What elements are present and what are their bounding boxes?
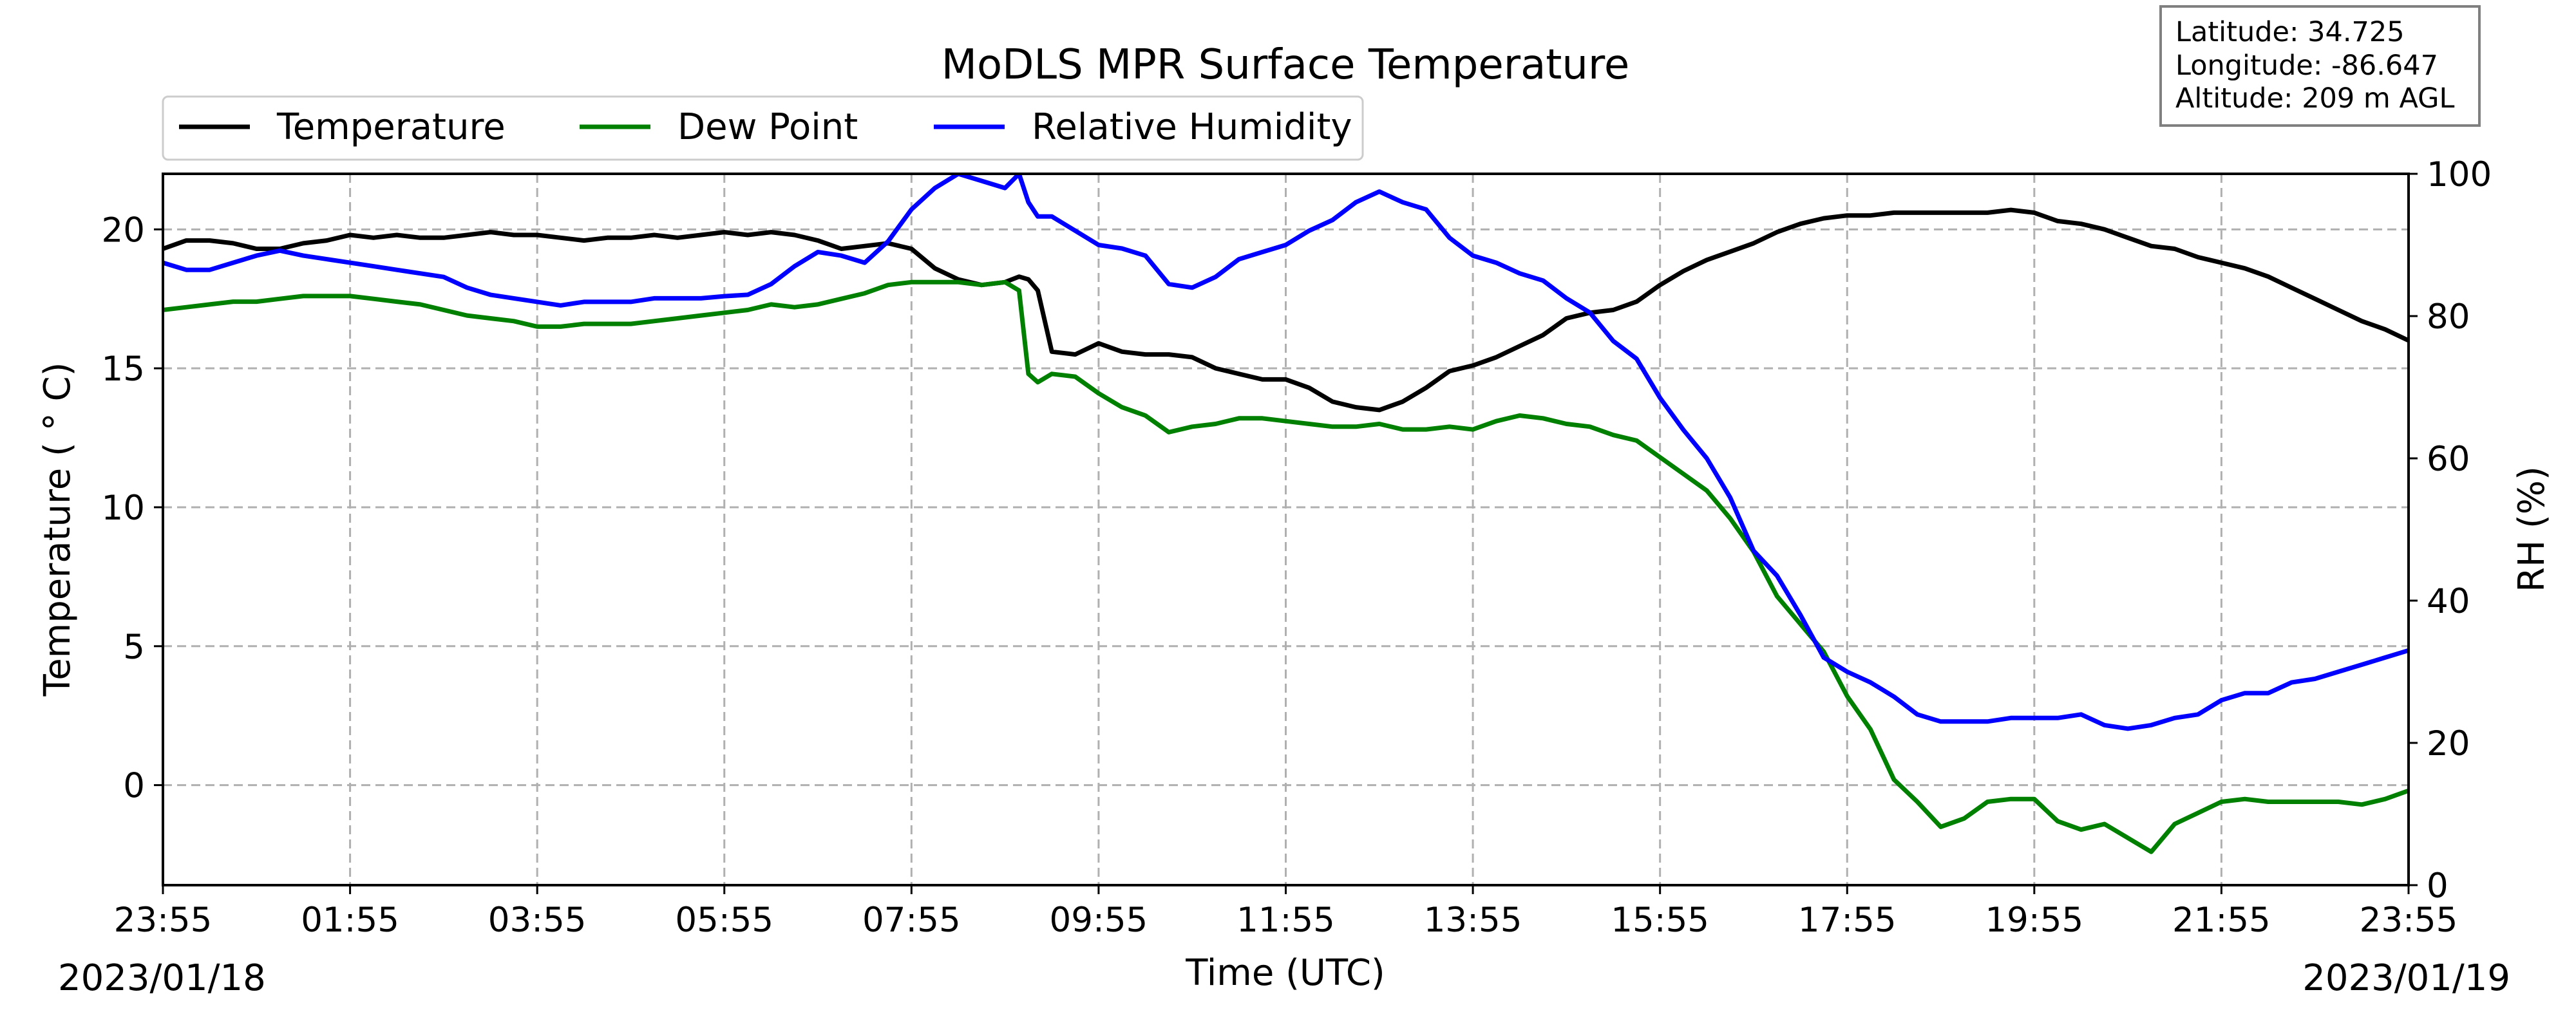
legend-label-temperature: Temperature — [276, 106, 506, 148]
info-latitude: Latitude: 34.725 — [2175, 16, 2405, 48]
x-tick-label: 21:55 — [2172, 901, 2271, 940]
y2-tick-label: 80 — [2427, 297, 2470, 337]
y-axis-ticks: 0 5 10 15 20 — [102, 211, 163, 806]
series-lines — [163, 174, 2409, 854]
legend-label-relative-humidity: Relative Humidity — [1032, 106, 1352, 148]
x-axis-label: Time (UTC) — [1185, 952, 1385, 994]
series-line-relative-humidity — [163, 174, 2409, 731]
y-tick-label: 5 — [123, 628, 145, 667]
start-date-label: 2023/01/18 — [58, 957, 266, 999]
y2-axis-label: RH (%) — [2511, 466, 2553, 592]
x-tick-label: 05:55 — [675, 901, 773, 940]
y2-tick-label: 0 — [2427, 866, 2448, 906]
info-altitude: Altitude: 209 m AGL — [2175, 82, 2454, 115]
x-tick-label: 23:55 — [114, 901, 213, 940]
legend: Temperature Dew Point Relative Humidity — [162, 95, 1364, 161]
x-tick-label: 15:55 — [1611, 901, 1709, 940]
y2-tick-label: 60 — [2427, 440, 2470, 479]
x-tick-label: 19:55 — [1985, 901, 2083, 940]
y-tick-label: 15 — [102, 350, 145, 389]
chart-title: MoDLS MPR Surface Temperature — [942, 41, 1629, 89]
y-tick-label: 10 — [102, 489, 145, 528]
y2-tick-label: 40 — [2427, 582, 2470, 621]
grid-lines — [163, 174, 2409, 885]
y-axis-label: Temperature ( ° C) — [37, 362, 79, 697]
x-tick-label: 09:55 — [1050, 901, 1148, 940]
y-tick-label: 20 — [102, 211, 145, 250]
y2-tick-label: 100 — [2427, 155, 2492, 194]
y2-tick-label: 20 — [2427, 724, 2470, 763]
series-line-dew-point — [163, 279, 2409, 854]
x-tick-label: 03:55 — [488, 901, 587, 940]
info-longitude: Longitude: -86.647 — [2175, 50, 2438, 82]
x-tick-label: 11:55 — [1236, 901, 1335, 940]
x-tick-label: 23:55 — [2360, 901, 2458, 940]
x-tick-label: 17:55 — [1798, 901, 1897, 940]
y-tick-label: 0 — [123, 767, 145, 806]
legend-label-dew-point: Dew Point — [677, 106, 858, 148]
legend-frame — [162, 95, 1364, 161]
x-tick-label: 01:55 — [301, 901, 399, 940]
info-box-frame — [2159, 5, 2481, 127]
x-axis-ticks: 23:55 01:55 03:55 05:55 07:55 09:55 11:55 13:55… — [114, 885, 2458, 940]
x-tick-label: 13:55 — [1424, 901, 1522, 940]
y2-axis-ticks: 0 20 40 60 80 100 — [2409, 155, 2492, 906]
info-box: Latitude: 34.725 Longitude: -86.647 Alti… — [2159, 5, 2481, 127]
series-line-temperature — [163, 207, 2409, 413]
end-date-label: 2023/01/19 — [2302, 957, 2510, 999]
x-tick-label: 07:55 — [862, 901, 961, 940]
